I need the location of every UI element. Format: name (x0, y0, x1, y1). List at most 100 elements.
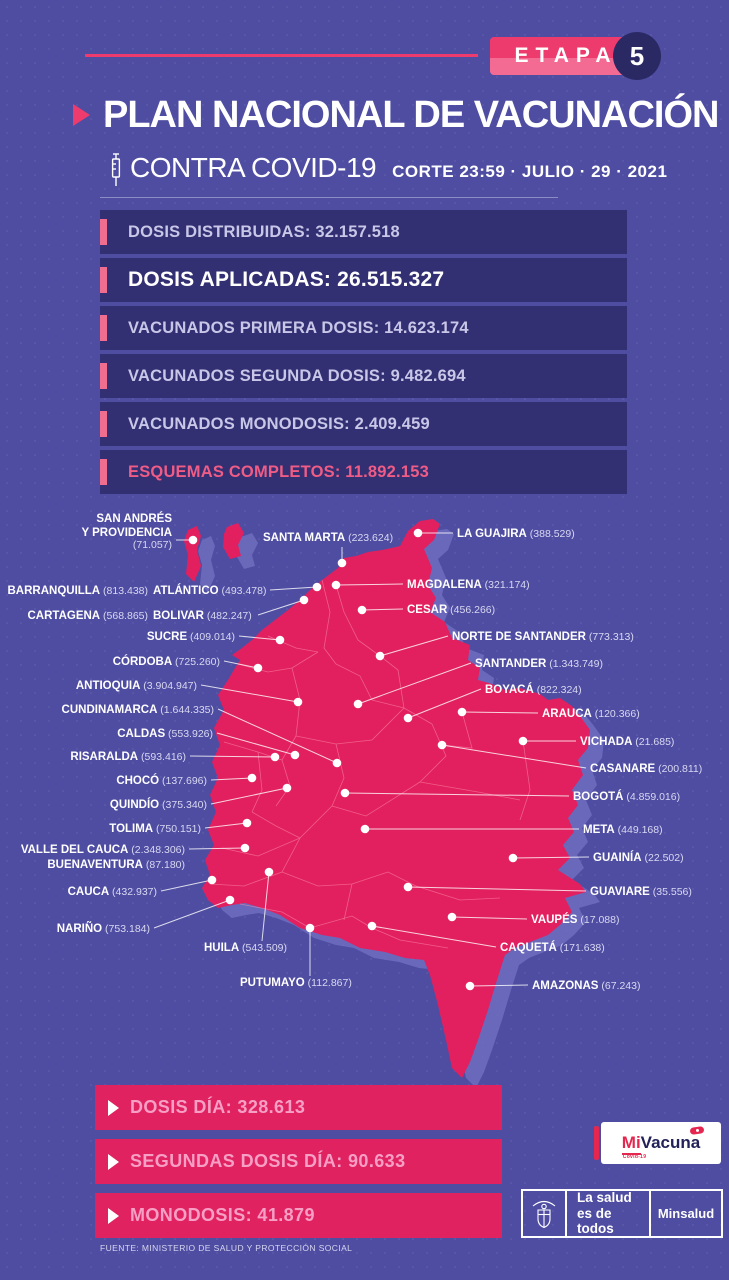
map-leader-line (269, 586, 318, 591)
map-dot (508, 853, 518, 863)
minsalud-logo: La salud es de todos Minsalud (521, 1189, 723, 1238)
map-label: BOYACÁ (822.324) (485, 683, 582, 697)
summary-stat-row: DOSIS APLICADAS: 26.515.327 (100, 258, 627, 302)
department-value: (171.638) (556, 942, 605, 954)
department-value: (493.478) (218, 585, 267, 597)
map-dot (282, 783, 292, 793)
daily-arrow-icon (108, 1207, 119, 1224)
minsalud-slogan-line2: es de todos (577, 1205, 614, 1237)
department-value: (21.685) (632, 736, 675, 748)
department-value: (200.811) (655, 763, 703, 775)
minsalud-name: Minsalud (657, 1206, 715, 1221)
map-label: BUENAVENTURA (87.180) (47, 858, 185, 872)
summary-stats: DOSIS DISTRIBUIDAS: 32.157.518 DOSIS APL… (100, 210, 627, 498)
map-label: NARIÑO (753.184) (57, 922, 150, 936)
map-dot (357, 605, 367, 615)
mivacuna-mi: Mi (621, 1133, 641, 1155)
department-name: SAN ANDRÉS Y PROVIDENCIA (81, 513, 172, 539)
map-label: CAQUETÁ (171.638) (500, 941, 605, 955)
map-leader-line (189, 755, 276, 758)
department-value: (17.088) (577, 914, 620, 926)
department-value: (773.313) (585, 631, 634, 643)
map-leader-line (407, 886, 587, 892)
minsalud-slogan: La salud es de todos (567, 1190, 651, 1237)
department-name: BARRANQUILLA (7, 585, 101, 597)
map-label: HUILA (543.509) (204, 941, 287, 955)
providencia-island (223, 523, 244, 559)
colombia-crest-cell (523, 1191, 567, 1236)
department-name: PUTUMAYO (240, 977, 305, 989)
map-dot (465, 981, 475, 991)
department-name: MAGDALENA (407, 579, 482, 591)
map-dot (299, 595, 309, 605)
map-label: SANTA MARTA (223.624) (263, 531, 393, 545)
stat-text: ESQUEMAS COMPLETOS: 11.892.153 (128, 462, 429, 481)
mivacuna-covid-label: Covid-19 (622, 1154, 647, 1160)
map-label: BARRANQUILLA (813.438) (7, 584, 148, 598)
department-value: (388.529) (526, 528, 575, 540)
map-leader-line (407, 688, 482, 719)
map-label: CHOCÓ (137.696) (116, 774, 207, 788)
map-mainland (184, 519, 590, 1078)
map-label: PUTUMAYO (112.867) (240, 976, 352, 990)
map-leader-line (335, 583, 404, 586)
department-name: BOLIVAR (153, 610, 204, 622)
summary-stat-row: DOSIS DISTRIBUIDAS: 32.157.518 (100, 210, 627, 254)
daily-stat-text: DOSIS DÍA: 328.613 (130, 1097, 306, 1117)
map-dot (447, 912, 457, 922)
department-value: (112.867) (304, 977, 352, 989)
department-value: (22.502) (641, 852, 684, 864)
map-leader-line (261, 871, 270, 942)
department-name: NORTE DE SANTANDER (452, 631, 586, 643)
stat-accent-tick-icon (100, 459, 107, 485)
map-label: ATLÁNTICO (493.478) (153, 584, 266, 598)
map-dot (207, 875, 217, 885)
subtitle: CONTRA COVID-19 (130, 152, 377, 183)
department-name: GUAINÍA (593, 852, 642, 864)
department-name: BOYACÁ (485, 684, 534, 696)
department-value: (2.348.306) (128, 844, 185, 856)
department-name: CARTAGENA (27, 610, 101, 622)
department-name: AMAZONAS (532, 980, 599, 992)
stat-text: DOSIS APLICADAS: 26.515.327 (128, 268, 445, 291)
map-label: ARAUCA (120.366) (542, 707, 640, 721)
map-dot (253, 663, 263, 673)
department-name: CAQUETÁ (500, 942, 557, 954)
stat-accent-tick-icon (100, 363, 107, 389)
daily-stat-row: DOSIS DÍA: 328.613 (95, 1085, 502, 1130)
department-name: VAUPÉS (531, 914, 578, 926)
stat-accent-tick-icon (100, 267, 107, 293)
map-dot (353, 699, 363, 709)
department-name: QUINDÍO (109, 799, 160, 811)
mivacuna-accent-tab (594, 1126, 599, 1160)
map-label: VICHADA (21.685) (580, 735, 674, 749)
map-dot (332, 758, 342, 768)
cutoff-date: CORTE 23:59 · JULIO · 29 · 2021 (392, 162, 668, 181)
department-name: ARAUCA (542, 708, 592, 720)
map-dot (264, 867, 274, 877)
map-leader-line (238, 635, 281, 641)
department-name: CÓRDOBA (112, 656, 173, 668)
department-value: (753.184) (102, 923, 150, 935)
summary-stat-row: ESQUEMAS COMPLETOS: 11.892.153 (100, 450, 627, 494)
stat-text: VACUNADOS MONODOSIS: 2.409.459 (128, 414, 430, 433)
department-value: (482.247) (203, 610, 252, 622)
department-name: SANTA MARTA (263, 532, 346, 544)
map-label: CALDAS (553.926) (117, 727, 213, 741)
san-andres-island (184, 526, 201, 582)
map-leader-line (451, 916, 528, 920)
map-dot (413, 528, 423, 538)
map-dot (457, 707, 467, 717)
department-value: (593.416) (138, 751, 186, 763)
department-value: (3.904.947) (140, 680, 197, 692)
syringe-icon (111, 153, 121, 186)
stage-label: ETAPA (514, 44, 618, 67)
map-shadow (198, 529, 604, 1088)
source-note: FUENTE: MINISTERIO DE SALUD Y PROTECCIÓN… (100, 1243, 353, 1253)
map-leader-line (257, 599, 305, 616)
department-value: (750.151) (153, 823, 201, 835)
department-name: ATLÁNTICO (153, 585, 219, 597)
stat-accent-tick-icon (100, 219, 107, 245)
subtitle-divider (100, 197, 558, 198)
department-name: GUAVIARE (590, 886, 650, 898)
